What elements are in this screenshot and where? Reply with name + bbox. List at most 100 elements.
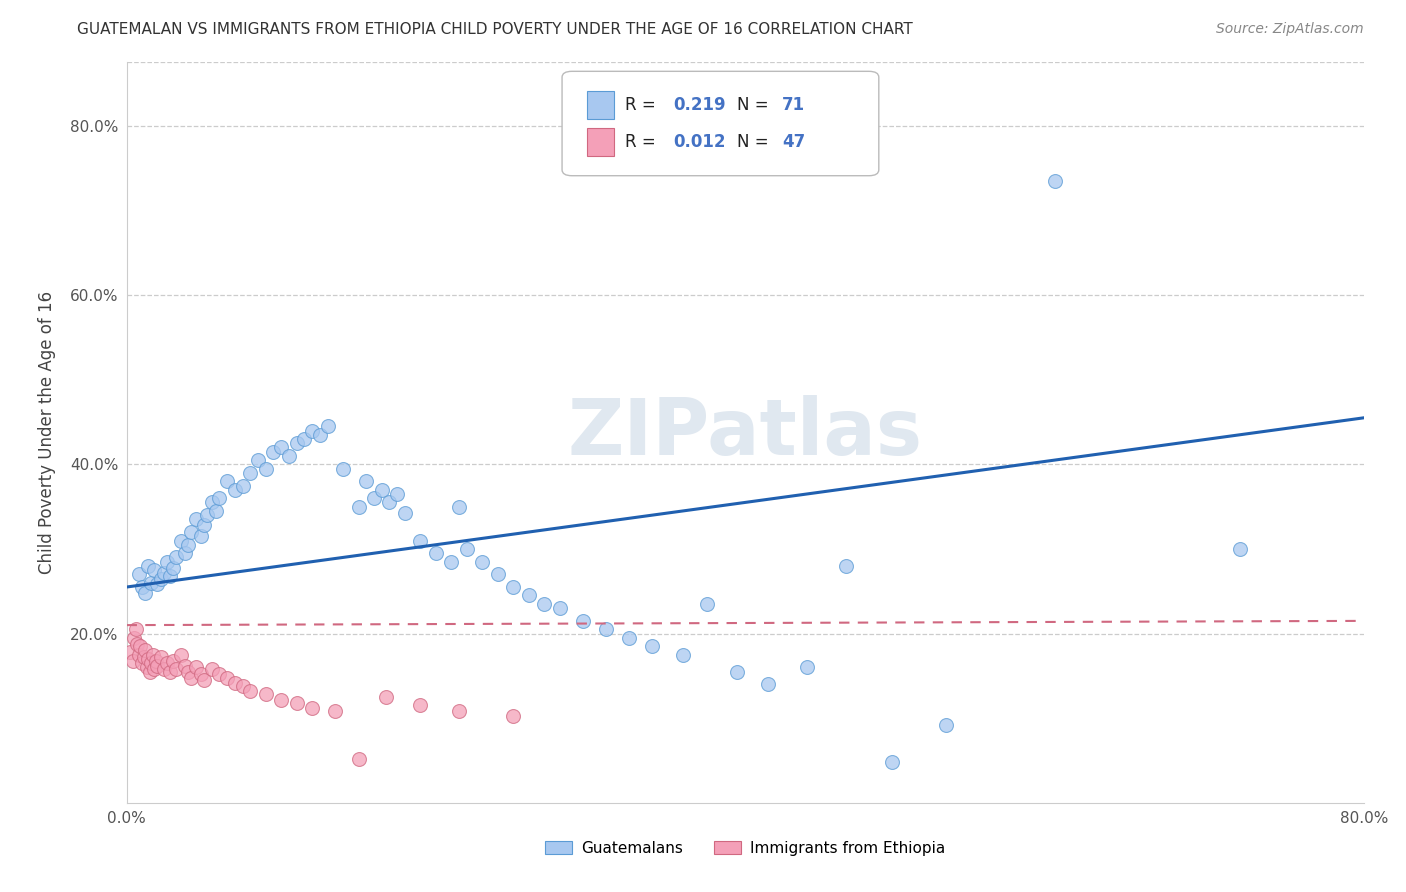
- Point: [301, 701, 323, 715]
- Point: [162, 654, 184, 668]
- Point: [425, 546, 447, 560]
- Point: [149, 572, 172, 586]
- Point: [131, 580, 153, 594]
- Point: [394, 507, 416, 521]
- Point: [502, 580, 524, 594]
- Point: [190, 667, 212, 681]
- Point: [118, 645, 141, 659]
- Point: [125, 623, 148, 637]
- Point: [132, 650, 155, 665]
- Point: [193, 673, 215, 687]
- Point: [129, 640, 152, 654]
- Point: [456, 541, 478, 556]
- Point: [124, 631, 146, 645]
- Point: [440, 555, 463, 569]
- Point: [186, 660, 208, 674]
- Point: [152, 566, 174, 580]
- Point: [156, 656, 179, 670]
- Point: [332, 461, 354, 475]
- Point: [323, 705, 347, 719]
- Point: [159, 569, 181, 583]
- Point: [619, 631, 641, 645]
- Point: [502, 709, 524, 723]
- Point: [517, 589, 540, 603]
- Point: [1043, 174, 1066, 188]
- Point: [208, 667, 231, 681]
- Point: [152, 662, 174, 676]
- Point: [224, 483, 246, 497]
- Point: [149, 650, 172, 665]
- Point: [169, 533, 191, 548]
- Point: [835, 558, 858, 573]
- Point: [695, 597, 717, 611]
- Text: 0.219: 0.219: [673, 96, 725, 114]
- Point: [169, 648, 191, 662]
- Point: [127, 637, 149, 651]
- Point: [285, 436, 308, 450]
- Point: [880, 755, 903, 769]
- Point: [231, 478, 253, 492]
- Point: [165, 662, 187, 676]
- Point: [641, 640, 664, 654]
- Point: [165, 550, 187, 565]
- Point: [1229, 541, 1251, 556]
- Point: [316, 419, 339, 434]
- Point: [354, 475, 377, 489]
- Point: [239, 684, 262, 698]
- Text: Source: ZipAtlas.com: Source: ZipAtlas.com: [1216, 22, 1364, 37]
- Point: [190, 529, 212, 543]
- Point: [378, 495, 401, 509]
- Point: [447, 500, 470, 514]
- Point: [134, 643, 156, 657]
- Point: [533, 597, 555, 611]
- Point: [409, 698, 432, 713]
- Point: [145, 654, 167, 668]
- Y-axis label: Child Poverty Under the Age of 16: Child Poverty Under the Age of 16: [38, 291, 56, 574]
- Point: [136, 558, 159, 573]
- Text: 71: 71: [782, 96, 806, 114]
- Point: [217, 475, 239, 489]
- Point: [301, 424, 323, 438]
- Point: [121, 654, 143, 668]
- Point: [201, 495, 224, 509]
- FancyBboxPatch shape: [586, 91, 614, 120]
- Text: N =: N =: [737, 96, 773, 114]
- Point: [201, 662, 224, 676]
- Point: [278, 449, 301, 463]
- Point: [224, 675, 246, 690]
- Point: [131, 656, 153, 670]
- Point: [138, 665, 160, 679]
- Point: [177, 665, 200, 679]
- FancyBboxPatch shape: [586, 128, 614, 156]
- Point: [136, 652, 159, 666]
- Point: [571, 614, 593, 628]
- Point: [285, 696, 308, 710]
- Point: [796, 660, 818, 674]
- FancyBboxPatch shape: [562, 71, 879, 176]
- Point: [270, 692, 292, 706]
- Point: [471, 555, 494, 569]
- Point: [347, 500, 370, 514]
- Point: [486, 567, 509, 582]
- Point: [143, 662, 166, 676]
- Point: [128, 648, 150, 662]
- Point: [195, 508, 218, 522]
- Point: [134, 586, 156, 600]
- Point: [935, 718, 957, 732]
- Point: [180, 671, 202, 685]
- Point: [756, 677, 779, 691]
- Point: [595, 623, 617, 637]
- Point: [174, 658, 197, 673]
- Point: [193, 518, 215, 533]
- Point: [239, 466, 262, 480]
- Point: [447, 705, 470, 719]
- Point: [727, 665, 749, 679]
- Point: [247, 453, 270, 467]
- Point: [135, 660, 157, 674]
- Point: [162, 560, 184, 574]
- Point: [146, 658, 169, 673]
- Point: [347, 752, 370, 766]
- Point: [208, 491, 231, 506]
- Point: [409, 533, 432, 548]
- Point: [262, 444, 284, 458]
